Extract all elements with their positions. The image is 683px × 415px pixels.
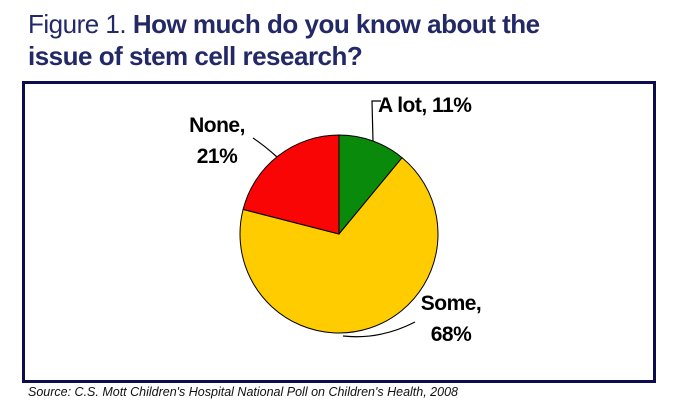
- leader-line-some: [342, 321, 416, 338]
- chart-box: A lot, 11% None, 21% Some, 68%: [22, 81, 656, 383]
- pie-label-some: Some, 68%: [401, 288, 501, 350]
- pie-slice-none: [242, 134, 340, 235]
- pie-label-some-line1: Some,: [420, 292, 482, 315]
- pie: [239, 134, 439, 334]
- figure-title: Figure 1. How much do you know about the…: [28, 8, 540, 72]
- source-note: Source: C.S. Mott Children's Hospital Na…: [28, 385, 458, 399]
- figure-title-bold-line1: How much do you know about the: [132, 9, 540, 39]
- pie-label-some-line2: 68%: [430, 323, 472, 346]
- pie-label-none-line1: None,: [189, 114, 245, 137]
- pie-label-none: None, 21%: [165, 110, 269, 172]
- leader-line-none: [252, 137, 278, 158]
- pie-label-none-line2: 21%: [196, 145, 238, 168]
- pie-svg: [239, 100, 439, 338]
- pie-label-a-lot: A lot, 11%: [378, 94, 472, 117]
- pie-slice-some: [239, 156, 439, 334]
- figure-title-prefix: Figure 1.: [28, 9, 133, 39]
- figure-title-bold-line2: issue of stem cell research?: [28, 41, 363, 71]
- leader-line-a-lot: [371, 100, 381, 142]
